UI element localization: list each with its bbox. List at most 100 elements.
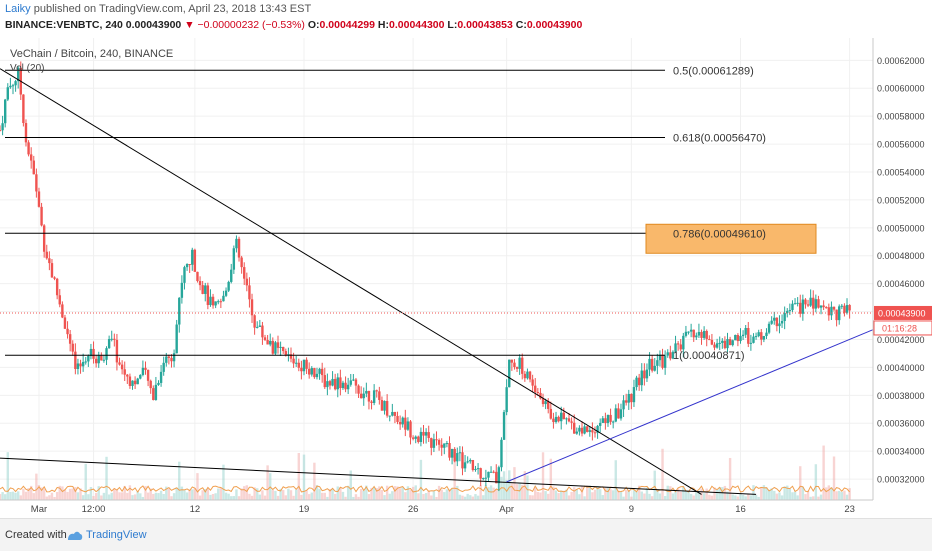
candle-body (744, 328, 747, 335)
candle-body (22, 94, 25, 124)
price-chart[interactable]: 0.5(0.00061289) 0.618(0.00056470) 0.786(0.… (0, 38, 932, 516)
volume-bar (178, 461, 181, 500)
candle-body (796, 302, 799, 304)
last-price: 0.00043900 (125, 19, 182, 31)
volume-bar (170, 496, 173, 500)
candle-body (211, 296, 215, 306)
volume-bar (284, 495, 288, 500)
candle-body (336, 377, 339, 390)
candle-body (692, 329, 695, 338)
volume-bar (585, 485, 589, 500)
volume-bar (726, 491, 729, 500)
volume-bar (510, 483, 514, 500)
candle-body (715, 343, 719, 348)
volume-bar (622, 496, 625, 500)
volume-bar (61, 486, 64, 500)
volume-bar (261, 490, 264, 500)
volume-bar (393, 486, 397, 500)
candle-body (619, 409, 623, 419)
volume-bar (256, 488, 259, 500)
candle-body (198, 281, 202, 286)
candle-body (728, 339, 732, 346)
open-label: O: (307, 19, 320, 31)
volume-bar (570, 491, 573, 500)
volume-bar (609, 489, 612, 500)
volume-bar (752, 485, 755, 500)
candle-body (136, 378, 139, 385)
volume-bar (40, 487, 43, 500)
candle-body (749, 342, 753, 344)
published-text: published on TradingView.com, April 23, … (33, 3, 312, 15)
symbol-label: BINANCE:VENBTC, 240 (5, 19, 123, 31)
volume-bar (715, 489, 719, 500)
candle-body (770, 320, 773, 324)
volume-bar (624, 489, 628, 500)
candle-body (172, 353, 176, 362)
volume-bar (552, 486, 555, 500)
candle-body (492, 471, 495, 473)
volume-bar (128, 485, 132, 500)
candle-body (282, 346, 285, 352)
candle-body (152, 388, 155, 400)
author-link[interactable]: Laiky (5, 3, 31, 15)
volume-bar (141, 496, 145, 500)
volume-bar (359, 488, 363, 500)
chart-header: Laiky published on TradingView.com, Apri… (0, 0, 932, 36)
candle-body (107, 339, 111, 349)
candle-body (74, 351, 77, 369)
candle-body (383, 400, 386, 411)
volume-bar (94, 493, 98, 500)
candle-body (89, 348, 93, 356)
volume-bar (539, 492, 542, 500)
candle-body (305, 359, 308, 369)
candle-body (339, 377, 342, 389)
candle-body (146, 369, 150, 381)
tradingview-link[interactable]: TradingView (86, 529, 147, 541)
volume-bar (411, 486, 415, 500)
candle-body (430, 438, 433, 448)
candle-body (245, 278, 249, 286)
candle-body (580, 427, 584, 434)
volume-bar (279, 488, 282, 500)
candle-body (679, 344, 682, 350)
candle-body (352, 379, 355, 381)
volume-bar (469, 495, 472, 500)
volume-bar (159, 490, 163, 500)
volume-bar (29, 485, 33, 500)
volume-bar (796, 495, 799, 500)
candle-body (557, 416, 560, 422)
candle-body (723, 340, 727, 349)
volume-bar (515, 484, 519, 500)
candle-body (344, 382, 347, 390)
candle-body (554, 416, 558, 423)
volume-bar (276, 495, 280, 500)
candle-body (804, 299, 807, 305)
candle-body (609, 414, 612, 422)
volume-bar (817, 496, 820, 500)
candle-body (372, 390, 376, 403)
volume-bar (749, 495, 753, 500)
volume-bar (799, 466, 802, 500)
candle-body (271, 340, 275, 354)
candle-body (443, 443, 446, 448)
volume-bar (32, 493, 35, 500)
volume-bar (513, 467, 516, 500)
candle-body (346, 384, 350, 390)
candle-body (585, 426, 589, 432)
candle-body (708, 339, 711, 341)
volume-bar (630, 496, 633, 500)
candle-body (843, 305, 846, 313)
candle-body (1, 123, 4, 131)
candle-body (526, 371, 529, 379)
candle-body (650, 358, 654, 371)
candle-body (232, 248, 236, 270)
candle-body (370, 401, 373, 403)
volume-bar (728, 457, 732, 500)
volume-bar (53, 496, 56, 500)
volume-bar (365, 485, 368, 500)
candle-body (489, 471, 493, 473)
volume-bar (843, 490, 846, 500)
candle-body (32, 160, 35, 175)
volume-bar (6, 452, 9, 500)
candle-body (349, 380, 352, 385)
